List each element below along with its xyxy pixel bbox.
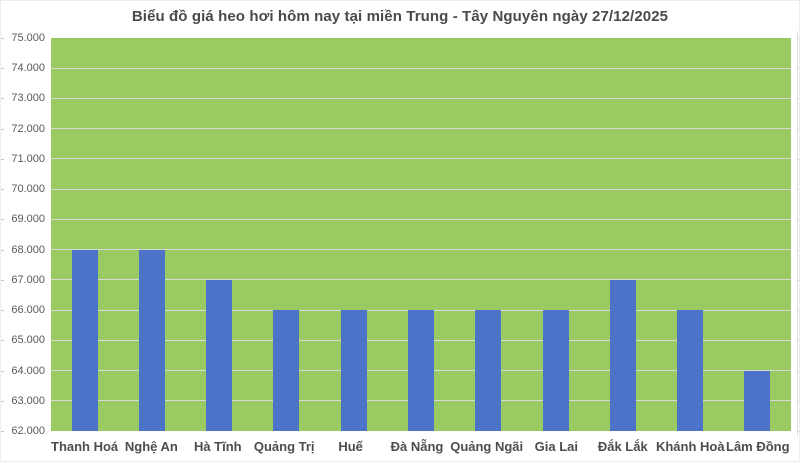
- bar-Đà Nẵng: [408, 310, 434, 431]
- plot-area: [51, 38, 791, 431]
- axis-tick-mark: [798, 128, 799, 130]
- x-axis-category-label: Hà Tĩnh: [193, 439, 242, 454]
- y-axis-tick-label: 70.000: [11, 183, 45, 196]
- axis-tick-mark: [798, 370, 799, 372]
- y-axis-tick-label: 75.000: [11, 32, 45, 44]
- axis-tick-mark: [798, 249, 799, 251]
- axis-tick-mark: [1, 340, 4, 342]
- bar-Khánh Hoà: [677, 310, 704, 431]
- bar-Nghệ An: [138, 249, 165, 431]
- axis-tick-mark: [1, 38, 4, 39]
- axis-tick-mark: [798, 158, 799, 160]
- gridline: [51, 158, 791, 160]
- x-axis-category-label: Quảng Ngãi: [450, 439, 524, 454]
- gridline: [51, 249, 791, 251]
- axis-tick-mark: [798, 219, 799, 221]
- axis-tick-mark: [798, 431, 799, 432]
- x-axis-category-label: Đà Nẵng: [390, 439, 444, 454]
- axis-tick-mark: [798, 279, 799, 281]
- bar-Gia Lai: [542, 310, 569, 431]
- chart-title: Biểu đồ giá heo hơi hôm nay tại miền Tru…: [131, 8, 669, 25]
- right-edge-line: [797, 31, 798, 437]
- bar-Lâm Đồng: [744, 370, 771, 431]
- axis-tick-mark: [798, 310, 799, 312]
- x-axis-category-label: Lâm Đồng: [726, 439, 790, 454]
- y-axis-tick-label: 72.000: [11, 122, 45, 135]
- bar-Quảng Trị: [273, 310, 300, 431]
- axis-tick-mark: [1, 219, 4, 221]
- y-axis-tick-label: 65.000: [11, 334, 45, 347]
- x-axis-category-label: Gia Lai: [534, 439, 579, 454]
- axis-tick-mark: [1, 68, 4, 70]
- axis-tick-mark: [1, 310, 4, 312]
- axis-tick-mark: [798, 98, 799, 100]
- axis-tick-mark: [1, 189, 4, 191]
- bar-Đắk Lắk: [609, 279, 636, 431]
- gridline: [51, 188, 791, 190]
- axis-tick-mark: [1, 128, 4, 130]
- gridline: [51, 128, 791, 130]
- axis-tick-mark: [1, 98, 4, 100]
- gridline: [51, 279, 791, 281]
- x-axis-category-label: Huế: [338, 439, 363, 454]
- axis-tick-mark: [1, 431, 4, 432]
- bar-Huế: [340, 310, 367, 431]
- axis-tick-mark: [798, 340, 799, 342]
- gridline: [51, 218, 791, 220]
- y-axis-tick-label: 62.000: [11, 425, 45, 437]
- y-axis-tick-label: 66.000: [11, 304, 45, 317]
- axis-tick-mark: [1, 370, 4, 372]
- axis-tick-mark: [1, 158, 4, 160]
- axis-tick-mark: [798, 400, 799, 402]
- bar-Quảng Ngãi: [475, 310, 502, 431]
- x-axis: Thanh Hoá Nghệ An Hà Tĩnh Quảng Trị Huế Đà Nẵ…: [51, 439, 791, 454]
- y-axis-tick-label: 67.000: [11, 273, 45, 286]
- axis-tick-mark: [1, 400, 4, 402]
- bar-Hà Tĩnh: [206, 279, 233, 431]
- axis-tick-mark: [1, 249, 4, 251]
- y-axis-tick-label: 68.000: [11, 243, 45, 256]
- x-axis-category-label: Đắk Lắk: [597, 439, 648, 454]
- y-axis-tick-label: 71.000: [11, 152, 45, 165]
- x-axis-category-label: Nghệ An: [124, 439, 178, 454]
- bar-Thanh Hoá: [71, 249, 98, 431]
- axis-tick-mark: [798, 189, 799, 191]
- axis-tick-mark: [798, 68, 799, 70]
- gridline: [51, 97, 791, 99]
- y-axis-tick-label: 64.000: [11, 364, 45, 377]
- y-axis-tick-label: 73.000: [11, 92, 45, 105]
- y-axis-tick-label: 63.000: [11, 394, 45, 407]
- x-axis-category-label: Quảng Trị: [253, 439, 315, 454]
- x-axis-category-label: Thanh Hoá: [51, 439, 119, 454]
- gridline: [51, 309, 791, 311]
- gridline: [51, 67, 791, 69]
- y-axis-tick-label: 74.000: [11, 62, 45, 75]
- x-axis-category-label: Khánh Hoà: [655, 439, 725, 454]
- axis-tick-mark: [798, 38, 799, 39]
- axis-tick-mark: [1, 279, 4, 281]
- y-axis-tick-label: 69.000: [11, 213, 45, 226]
